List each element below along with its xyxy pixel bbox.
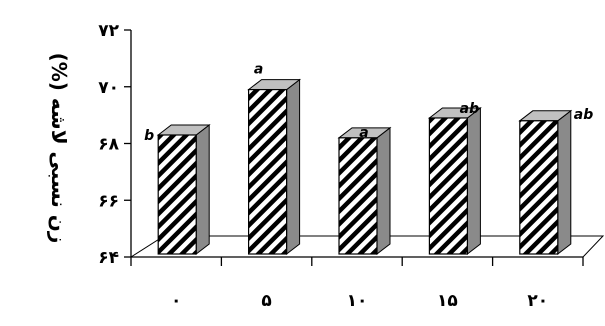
bar [429,108,480,254]
bar-value-letter: b [144,128,154,144]
bar-side [558,111,571,254]
y-axis-ticks: ۶۴ ۶۶ ۶۸ ۷۰ ۷۲ [98,21,131,268]
bar-side [467,108,480,254]
bar [339,128,390,254]
bar [158,125,209,254]
bar-side [196,125,209,254]
y-axis-title: زن نسبی لاشه (%) [47,53,71,244]
bar-side [377,128,390,254]
y-tick-label: ۷۰ [98,78,119,98]
bar [249,80,300,254]
x-tick-label: ۲۰ [527,291,548,311]
x-tick-label: ۱۵ [437,291,458,311]
y-tick-label: ۶۶ [98,191,119,211]
bar-value-letter: a [359,125,368,141]
bar-front [158,135,196,254]
bar-front [339,138,377,254]
y-tick-label: ۷۲ [98,21,119,41]
bar [520,111,571,254]
x-tick-label: ۵ [261,291,271,311]
x-axis-ticks: ۰ ۵ ۱۰ ۱۵ ۲۰ [131,257,583,311]
bar-front [249,90,287,254]
bar-value-letter: a [254,62,263,78]
bar-value-letter: ab [460,101,479,117]
x-tick-label: ۱۰ [347,291,368,311]
x-tick-label: ۰ [171,291,181,311]
y-tick-label: ۶۴ [98,248,119,268]
bar-front [429,118,467,254]
bar-front [520,121,558,254]
bar-side [287,80,300,254]
y-tick-label: ۶۸ [98,135,119,155]
bars [158,80,571,254]
bar-value-letter: ab [574,107,593,123]
